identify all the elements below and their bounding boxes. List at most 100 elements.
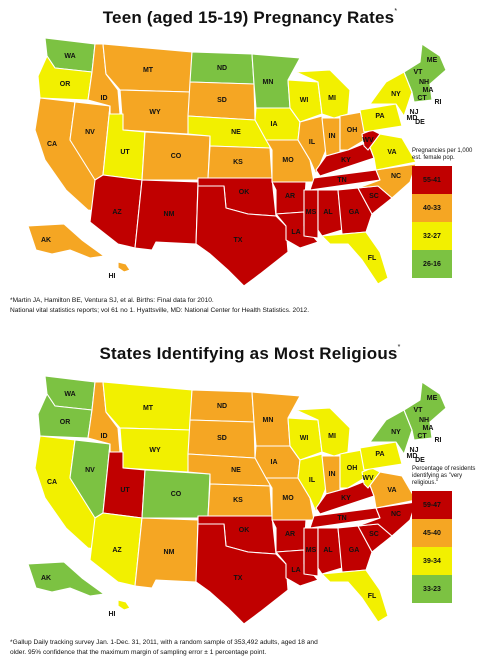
state-label-nj: NJ bbox=[410, 447, 419, 454]
religion-us-map: WA OR CA NV ID MT WY UT CO AZ NM ND SD NE KS OK TX MN IA MO… bbox=[27, 375, 447, 625]
state-label-ca: CA bbox=[47, 479, 57, 486]
state-label-ga: GA bbox=[349, 209, 360, 216]
pregnancy-legend-title: Pregnancies per 1,000 est. female pop. bbox=[412, 148, 473, 161]
state-label-ak: AK bbox=[41, 575, 51, 582]
legend-box-2: 40-33 bbox=[412, 194, 452, 222]
state-label-ok: OK bbox=[239, 527, 250, 534]
state-label-ar: AR bbox=[285, 193, 295, 200]
state-label-co: CO bbox=[171, 153, 182, 160]
state-wi bbox=[287, 417, 323, 461]
state-label-wa: WA bbox=[64, 53, 75, 60]
state-label-sd: SD bbox=[217, 435, 227, 442]
state-label-ms: MS bbox=[306, 209, 317, 216]
state-label-ct: CT bbox=[417, 433, 427, 440]
state-label-fl: FL bbox=[368, 255, 377, 262]
state-label-il: IL bbox=[309, 139, 316, 146]
state-label-hi: HI bbox=[109, 611, 116, 618]
state-label-md: MD bbox=[407, 453, 418, 460]
state-label-ky: KY bbox=[341, 495, 351, 502]
state-label-ia: IA bbox=[271, 121, 278, 128]
state-label-tn: TN bbox=[337, 515, 346, 522]
pregnancy-map-panel: Teen (aged 15-19) Pregnancy Rates* WA OR C… bbox=[10, 8, 490, 316]
state-label-or: OR bbox=[60, 419, 71, 426]
state-label-hi: HI bbox=[109, 273, 116, 280]
state-al bbox=[317, 527, 343, 575]
religion-legend: Percentage of residents identifying as "… bbox=[412, 466, 482, 603]
state-label-nv: NV bbox=[85, 129, 95, 136]
state-label-wi: WI bbox=[300, 97, 309, 104]
state-ga bbox=[337, 187, 373, 235]
religion-map-panel: States Identifying as Most Religious* WA… bbox=[0, 340, 500, 668]
legend-box-3: 39-34 bbox=[412, 547, 452, 575]
state-label-ia: IA bbox=[271, 459, 278, 466]
state-hi bbox=[117, 599, 131, 611]
state-label-mn: MN bbox=[263, 79, 274, 86]
state-ms bbox=[303, 189, 319, 239]
state-label-mt: MT bbox=[143, 405, 154, 412]
state-label-nc: NC bbox=[391, 173, 401, 180]
state-label-or: OR bbox=[60, 81, 71, 88]
state-label-me: ME bbox=[427, 57, 438, 64]
state-label-oh: OH bbox=[347, 465, 358, 472]
pregnancy-footnote-line-1: *Martin JA, Hamilton BE, Ventura SJ, et … bbox=[10, 297, 214, 304]
pregnancy-us-map: WA OR CA NV ID MT WY UT CO AZ NM ND SD NE KS OK TX MN IA MO… bbox=[27, 37, 447, 287]
state-fl bbox=[321, 231, 389, 285]
state-label-ma: MA bbox=[423, 87, 434, 94]
state-pa bbox=[359, 103, 403, 133]
state-label-ok: OK bbox=[239, 189, 250, 196]
state-label-ne: NE bbox=[231, 467, 241, 474]
state-label-fl: FL bbox=[368, 593, 377, 600]
state-wi bbox=[287, 79, 323, 123]
state-label-pa: PA bbox=[375, 113, 384, 120]
state-pa bbox=[359, 441, 403, 471]
state-label-mo: MO bbox=[282, 495, 294, 502]
state-me bbox=[403, 381, 447, 441]
religion-legend-title: Percentage of residents identifying as "… bbox=[412, 466, 476, 486]
state-label-wi: WI bbox=[300, 435, 309, 442]
state-tx bbox=[195, 523, 289, 625]
state-ak bbox=[27, 223, 105, 259]
state-label-nc: NC bbox=[391, 511, 401, 518]
state-oh bbox=[339, 111, 369, 151]
religion-footnote-line-1: *Gallup Daily tracking survey Jan. 1-Dec… bbox=[10, 639, 318, 646]
state-label-tx: TX bbox=[234, 237, 243, 244]
state-label-sc: SC bbox=[369, 531, 379, 538]
state-label-de: DE bbox=[415, 457, 425, 464]
state-label-nv: NV bbox=[85, 467, 95, 474]
pregnancy-legend: Pregnancies per 1,000 est. female pop. 5… bbox=[412, 148, 482, 278]
state-ms bbox=[303, 527, 319, 577]
state-label-nm: NM bbox=[164, 211, 175, 218]
state-hi bbox=[117, 261, 131, 273]
state-label-al: AL bbox=[323, 209, 333, 216]
state-label-in: IN bbox=[329, 133, 336, 140]
state-label-ky: KY bbox=[341, 157, 351, 164]
state-label-id: ID bbox=[101, 433, 108, 440]
state-label-la: LA bbox=[291, 567, 300, 574]
state-label-de: DE bbox=[415, 119, 425, 126]
state-label-ri: RI bbox=[435, 437, 442, 444]
state-label-ut: UT bbox=[120, 149, 130, 156]
state-label-id: ID bbox=[101, 95, 108, 102]
state-label-mi: MI bbox=[328, 95, 336, 102]
state-label-co: CO bbox=[171, 491, 182, 498]
state-label-oh: OH bbox=[347, 127, 358, 134]
religion-footnote-line-2: older. 95% confidence that the maximum m… bbox=[10, 649, 267, 656]
state-label-ar: AR bbox=[285, 531, 295, 538]
state-label-mi: MI bbox=[328, 433, 336, 440]
state-label-il: IL bbox=[309, 477, 316, 484]
state-label-mo: MO bbox=[282, 157, 294, 164]
state-label-nd: ND bbox=[217, 403, 227, 410]
state-label-tx: TX bbox=[234, 575, 243, 582]
religion-map-title: States Identifying as Most Religious* bbox=[99, 344, 401, 363]
state-label-ny: NY bbox=[391, 429, 401, 436]
state-label-mt: MT bbox=[143, 67, 154, 74]
state-al bbox=[317, 189, 343, 237]
state-label-ca: CA bbox=[47, 141, 57, 148]
state-label-ak: AK bbox=[41, 237, 51, 244]
legend-box-4: 33-23 bbox=[412, 575, 452, 603]
religion-footnote: *Gallup Daily tracking survey Jan. 1-Dec… bbox=[10, 638, 490, 658]
state-label-wv: WV bbox=[362, 475, 374, 482]
state-tx bbox=[195, 185, 289, 287]
pregnancy-footnote: *Martin JA, Hamilton BE, Ventura SJ, et … bbox=[10, 296, 490, 316]
state-label-ut: UT bbox=[120, 487, 130, 494]
